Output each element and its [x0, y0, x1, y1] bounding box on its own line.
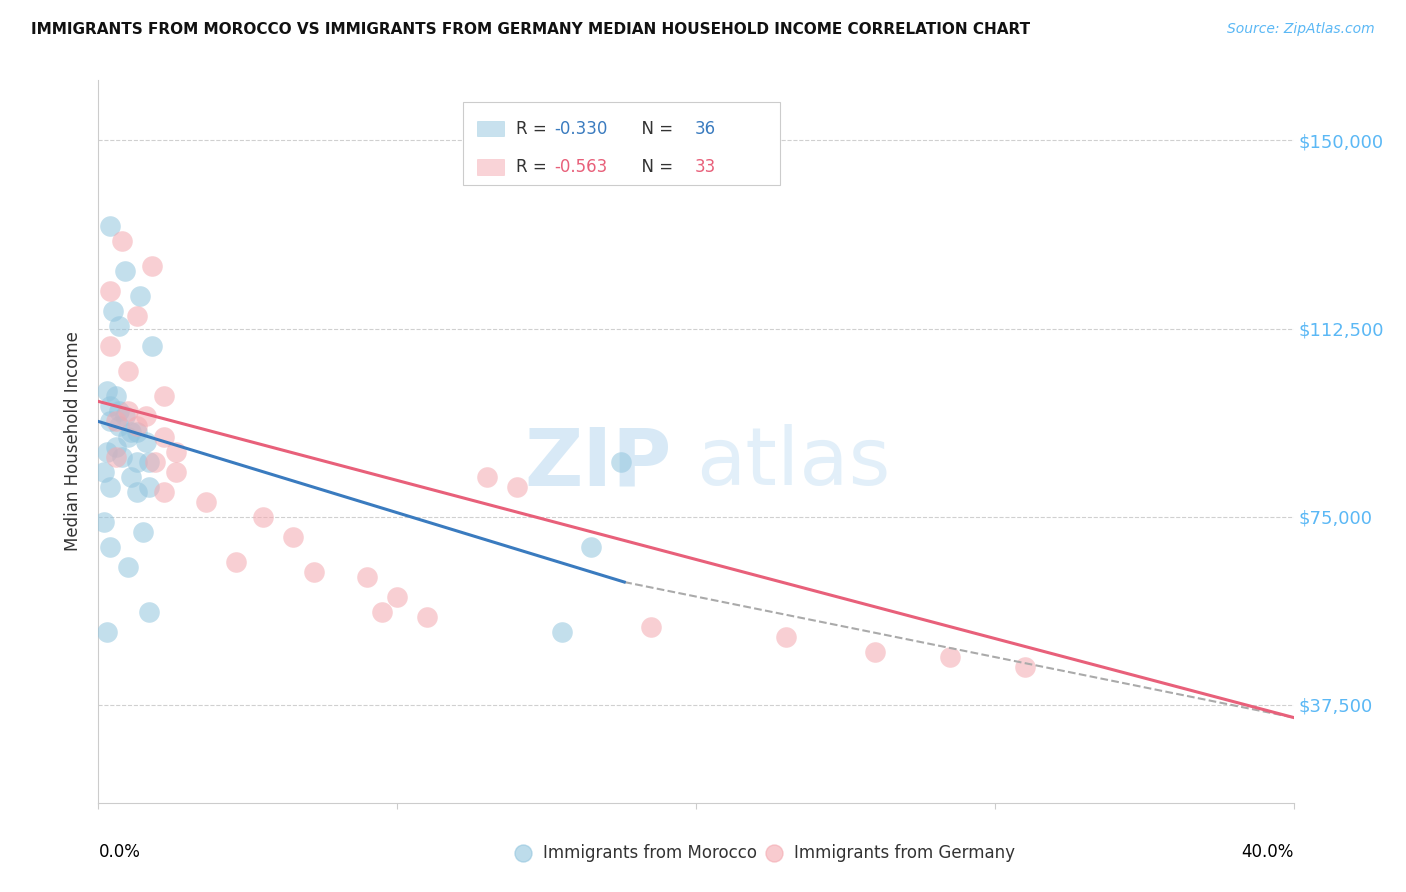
Point: [129, 289, 152, 303]
Point: [416, 610, 439, 624]
Text: R =: R =: [516, 120, 551, 137]
Text: 33: 33: [695, 158, 716, 176]
Point: [98, 339, 122, 353]
Point: [108, 319, 131, 334]
Point: [114, 264, 136, 278]
Point: [775, 630, 797, 644]
Point: [302, 565, 325, 579]
Point: [165, 465, 187, 479]
Text: N =: N =: [631, 158, 679, 176]
Point: [117, 560, 139, 574]
Point: [385, 590, 409, 604]
Point: [98, 219, 122, 233]
Point: [1147, 886, 1170, 892]
Point: [195, 494, 218, 508]
Text: Source: ZipAtlas.com: Source: ZipAtlas.com: [1227, 22, 1375, 37]
Point: [93, 515, 115, 529]
Point: [141, 259, 163, 273]
Point: [127, 484, 149, 499]
Point: [105, 440, 128, 454]
Point: [153, 484, 176, 499]
Point: [610, 454, 633, 468]
Point: [111, 450, 134, 464]
Point: [865, 645, 887, 659]
Point: [96, 625, 118, 640]
Point: [356, 570, 378, 584]
Point: [96, 444, 118, 458]
Point: [127, 425, 149, 439]
Point: [640, 620, 662, 634]
Point: [143, 454, 166, 468]
Point: [103, 304, 125, 318]
Point: [1014, 660, 1036, 674]
Y-axis label: Median Household Income: Median Household Income: [65, 332, 83, 551]
Point: [117, 429, 139, 443]
Point: [105, 450, 128, 464]
Point: [120, 425, 142, 439]
Point: [939, 650, 962, 665]
Point: [475, 469, 498, 483]
Point: [153, 429, 176, 443]
Point: [252, 509, 274, 524]
Point: [93, 465, 115, 479]
Point: [117, 404, 139, 418]
Point: [138, 605, 160, 619]
Point: [98, 414, 122, 428]
Point: [138, 480, 160, 494]
Point: [550, 625, 572, 640]
Point: [135, 409, 157, 424]
Text: R =: R =: [516, 158, 551, 176]
Point: [96, 384, 118, 399]
Point: [108, 404, 131, 418]
Point: [105, 389, 128, 403]
Point: [165, 444, 187, 458]
Text: IMMIGRANTS FROM MOROCCO VS IMMIGRANTS FROM GERMANY MEDIAN HOUSEHOLD INCOME CORRE: IMMIGRANTS FROM MOROCCO VS IMMIGRANTS FR…: [31, 22, 1031, 37]
FancyBboxPatch shape: [463, 102, 780, 185]
Text: 0.0%: 0.0%: [98, 843, 141, 861]
Point: [98, 284, 122, 298]
Text: -0.330: -0.330: [554, 120, 607, 137]
Point: [225, 555, 247, 569]
Point: [98, 540, 122, 554]
Point: [98, 480, 122, 494]
Point: [105, 414, 128, 428]
Point: [138, 454, 160, 468]
FancyBboxPatch shape: [477, 120, 503, 136]
Text: Immigrants from Morocco: Immigrants from Morocco: [543, 845, 756, 863]
Point: [127, 419, 149, 434]
Point: [114, 409, 136, 424]
Text: N =: N =: [631, 120, 679, 137]
FancyBboxPatch shape: [477, 159, 503, 175]
Text: 36: 36: [695, 120, 716, 137]
Point: [135, 434, 157, 449]
Text: -0.563: -0.563: [554, 158, 607, 176]
Point: [132, 524, 155, 539]
Point: [117, 364, 139, 378]
Point: [506, 480, 529, 494]
Text: ZIP: ZIP: [524, 425, 672, 502]
Point: [111, 234, 134, 248]
Point: [153, 389, 176, 403]
Point: [98, 400, 122, 414]
Point: [127, 454, 149, 468]
Point: [141, 339, 163, 353]
Text: atlas: atlas: [696, 425, 890, 502]
Point: [281, 530, 304, 544]
Point: [371, 605, 394, 619]
Text: Immigrants from Germany: Immigrants from Germany: [794, 845, 1015, 863]
Point: [108, 419, 131, 434]
Text: 40.0%: 40.0%: [1241, 843, 1294, 861]
Point: [581, 540, 603, 554]
Point: [127, 309, 149, 323]
Point: [120, 469, 142, 483]
